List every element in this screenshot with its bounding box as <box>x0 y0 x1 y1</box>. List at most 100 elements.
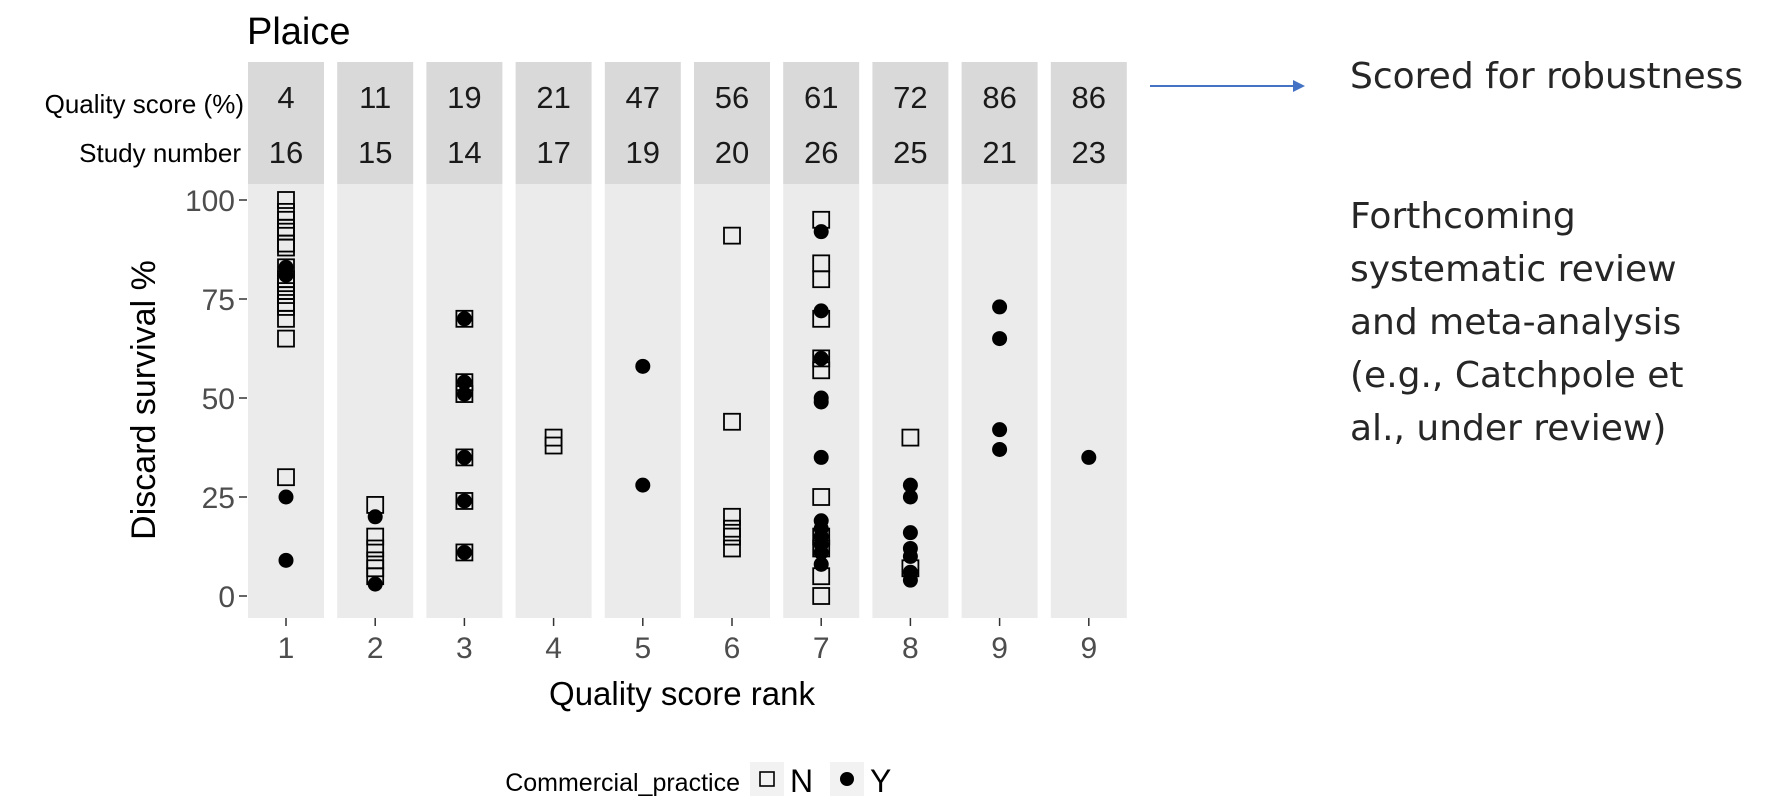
study-number-label: 21 <box>982 135 1016 170</box>
quality-score-label: 61 <box>804 80 838 115</box>
y-tick-label: 25 <box>202 482 235 515</box>
point-n <box>723 539 741 558</box>
facet-panels: 4161111521914321174471955620661267722588… <box>248 62 1127 665</box>
quality-score-label: 19 <box>447 80 481 115</box>
facet-panel <box>694 184 770 618</box>
point-y <box>635 358 651 374</box>
point-y <box>367 576 383 592</box>
study-number-label: 19 <box>626 135 660 170</box>
study-number-label: 23 <box>1072 135 1106 170</box>
note-line: and meta-analysis <box>1350 302 1682 343</box>
legend-label-n: N <box>790 763 813 796</box>
facet-strip <box>872 62 949 184</box>
point-y <box>813 544 829 560</box>
quality-score-label: 72 <box>893 80 927 115</box>
point-y <box>992 422 1008 438</box>
point-n <box>812 349 831 368</box>
y-axis-title: Discard survival % <box>125 260 163 540</box>
study-number-label: 14 <box>447 135 481 170</box>
point-y <box>813 394 829 410</box>
study-number-label: 17 <box>536 135 570 170</box>
point-n <box>455 543 474 562</box>
point-y <box>456 544 472 560</box>
point-y <box>902 477 918 493</box>
x-tick-label: 2 <box>367 632 384 665</box>
point-n <box>723 412 741 431</box>
point-n <box>455 492 474 510</box>
point-y <box>992 299 1008 315</box>
point-y <box>456 493 472 509</box>
point-n <box>544 436 563 455</box>
point-n <box>455 448 474 467</box>
arrow <box>1150 80 1305 92</box>
x-tick-label: 6 <box>724 632 741 665</box>
legend-label-y: Y <box>870 763 891 796</box>
facet-strip <box>1050 62 1127 184</box>
study-number-label: 16 <box>269 135 303 170</box>
x-tick-label: 5 <box>634 632 651 665</box>
x-tick-label: 9 <box>991 632 1008 665</box>
legend: Commercial_practice N Y <box>505 762 891 796</box>
facet-strip <box>694 62 770 184</box>
facet-strip <box>337 62 414 184</box>
x-tick-label: 4 <box>545 632 562 665</box>
study-number-label: 25 <box>893 135 927 170</box>
point-y <box>635 477 651 493</box>
x-axis-title: Quality score rank <box>549 675 815 712</box>
study-number-label: 20 <box>715 135 749 170</box>
legend-key-n <box>750 762 784 796</box>
x-tick-label: 7 <box>813 632 830 665</box>
point-n <box>812 270 831 289</box>
facet-strip <box>961 62 1038 184</box>
point-n <box>455 309 474 328</box>
point-y <box>278 267 294 283</box>
facet-strip <box>604 62 681 184</box>
point-n <box>366 539 385 558</box>
note-line: al., under review) <box>1350 408 1667 449</box>
point-y <box>902 548 918 564</box>
facet-strip <box>248 62 324 184</box>
point-n <box>277 202 295 221</box>
facet-panel <box>604 184 681 618</box>
y-tick-label: 0 <box>218 581 235 614</box>
y-tick-label: 100 <box>185 185 235 218</box>
point-y <box>902 489 918 505</box>
legend-title: Commercial_practice <box>505 769 740 796</box>
facet-strip <box>426 62 503 184</box>
point-n <box>901 428 920 447</box>
point-n <box>277 468 295 487</box>
facet-strip <box>783 62 860 184</box>
arrow-head-icon <box>1293 80 1305 92</box>
facet-strip <box>515 62 592 184</box>
point-n <box>723 226 741 245</box>
quality-score-label: 4 <box>277 80 294 115</box>
point-y <box>992 441 1008 457</box>
chart-title: Plaice <box>247 11 351 53</box>
point-y <box>456 386 472 402</box>
facet-panel <box>1050 184 1127 618</box>
point-y <box>367 509 383 525</box>
point-y <box>1081 449 1097 465</box>
y-axis: 0 25 50 75 100 <box>185 185 247 614</box>
point-y <box>813 449 829 465</box>
note-line: (e.g., Catchpole et <box>1350 355 1684 396</box>
point-y <box>456 311 472 327</box>
x-tick-label: 1 <box>278 632 295 665</box>
note-line: Forthcoming <box>1350 196 1576 237</box>
y-tick-label: 75 <box>202 284 235 317</box>
x-tick-label: 8 <box>902 632 919 665</box>
point-y <box>813 350 829 366</box>
y-tick-label: 50 <box>202 383 235 416</box>
legend-dot-icon <box>840 772 854 786</box>
point-y <box>456 449 472 465</box>
point-y <box>902 572 918 588</box>
point-y <box>902 525 918 541</box>
quality-score-label: 47 <box>626 80 660 115</box>
facet-panel <box>337 184 414 618</box>
quality-score-label: 86 <box>982 80 1016 115</box>
note-line: systematic review <box>1350 249 1677 290</box>
point-y <box>278 552 294 568</box>
point-n <box>723 507 741 526</box>
point-y <box>813 556 829 572</box>
point-n <box>812 488 831 506</box>
